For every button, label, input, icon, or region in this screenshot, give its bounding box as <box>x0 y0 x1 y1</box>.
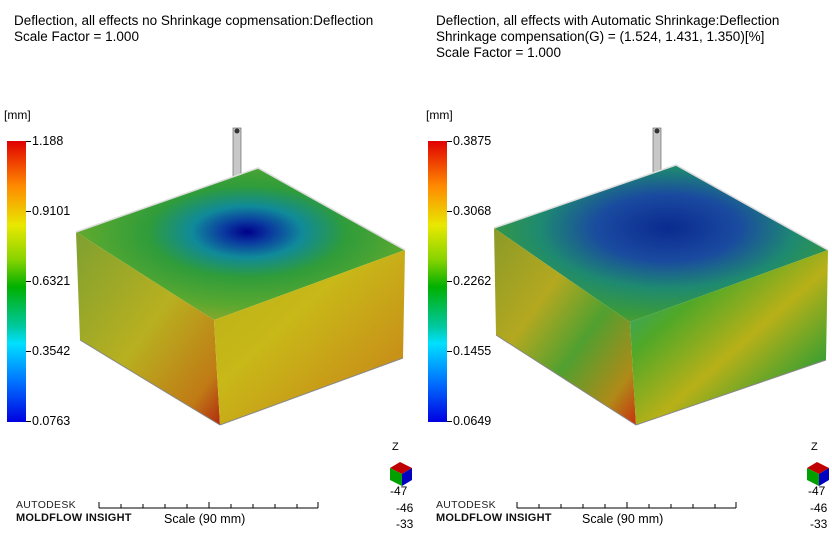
right-moldflow-logo: MOLDFLOW INSIGHT <box>436 512 552 524</box>
left-tick-mark <box>26 211 31 212</box>
right-coord-value: -47 <box>808 484 826 498</box>
left-result-panel: Deflection, all effects no Shrinkage cop… <box>0 0 416 535</box>
left-tick-label: 0.3542 <box>32 344 71 358</box>
left-color-legend-bar <box>7 141 26 422</box>
left-z-axis-label: Z <box>392 441 399 453</box>
right-title-line1: Deflection, all effects with Automatic S… <box>436 13 780 28</box>
left-coord-value: -46 <box>396 501 414 515</box>
left-coord-value: -47 <box>390 484 408 498</box>
left-scale-bar <box>98 502 319 509</box>
left-tick-label-max: 1.188 <box>32 134 64 148</box>
right-color-legend-bar <box>428 141 447 422</box>
right-tick-label-max: 0.3875 <box>453 134 492 148</box>
left-tick-label: 0.6321 <box>32 274 71 288</box>
left-moldflow-logo: MOLDFLOW INSIGHT <box>16 512 132 524</box>
right-autodesk-logo: AUTODESK <box>436 499 496 511</box>
right-scale-bar <box>516 502 737 509</box>
left-autodesk-logo: AUTODESK <box>16 499 76 511</box>
right-tick-mark <box>447 281 452 282</box>
right-tick-label: 0.1455 <box>453 344 492 358</box>
left-tick-label: 0.9101 <box>32 204 71 218</box>
left-tick-mark <box>26 351 31 352</box>
right-tick-label: 0.3068 <box>453 204 492 218</box>
left-result-title: Deflection, all effects no Shrinkage cop… <box>14 13 373 45</box>
right-tick-label-min: 0.0649 <box>453 414 492 428</box>
left-scale-label: Scale (90 mm) <box>164 512 246 526</box>
right-coord-value: -33 <box>810 517 828 531</box>
right-tick-mark <box>447 421 452 422</box>
right-z-axis-label: Z <box>811 441 818 453</box>
left-tick-mark <box>26 281 31 282</box>
right-unit-label: [mm] <box>426 108 453 122</box>
left-tick-label-min: 0.0763 <box>32 414 71 428</box>
right-result-panel: Deflection, all effects with Automatic S… <box>416 0 832 535</box>
left-title-line1: Deflection, all effects no Shrinkage cop… <box>14 13 374 28</box>
right-deflection-model[interactable] <box>416 0 832 535</box>
right-tick-mark <box>447 351 452 352</box>
right-tick-label: 0.2262 <box>453 274 492 288</box>
right-title-line2: Shrinkage compensation(G) = (1.524, 1.43… <box>436 29 765 44</box>
left-orientation-cube-icon[interactable] <box>388 458 416 488</box>
left-deflection-model[interactable] <box>0 0 416 535</box>
right-tick-mark <box>447 211 452 212</box>
right-result-title: Deflection, all effects with Automatic S… <box>436 13 779 61</box>
left-coord-value: -33 <box>396 517 414 531</box>
right-scale-label: Scale (90 mm) <box>582 512 664 526</box>
right-coord-value: -46 <box>810 501 828 515</box>
right-orientation-cube-icon[interactable] <box>805 458 832 488</box>
left-tick-mark <box>26 421 31 422</box>
right-tick-mark <box>447 141 452 142</box>
right-title-line3: Scale Factor = 1.000 <box>436 45 561 60</box>
left-unit-label: [mm] <box>4 108 31 122</box>
left-tick-mark <box>26 141 31 142</box>
left-title-line2: Scale Factor = 1.000 <box>14 29 139 44</box>
